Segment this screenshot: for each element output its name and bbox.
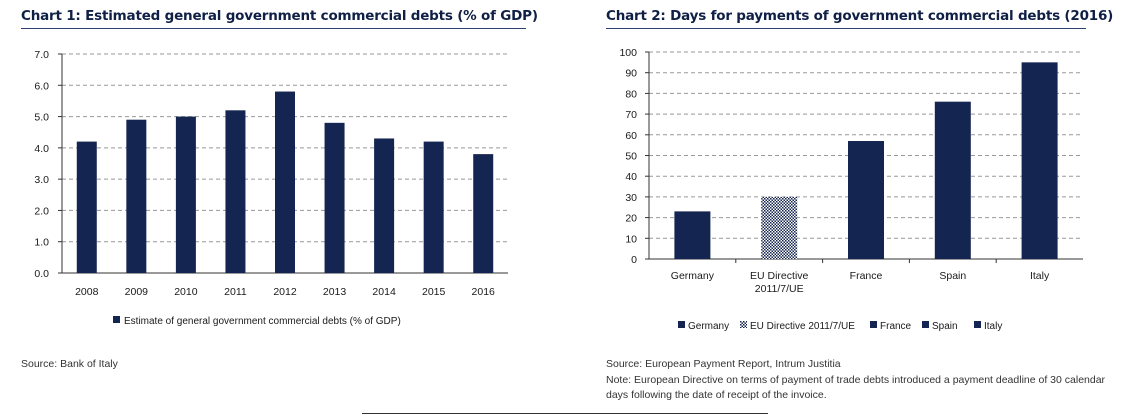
bar-2010: [175, 116, 196, 273]
x-tick-label: Italy: [1030, 270, 1050, 282]
legend-swatch: [870, 321, 877, 328]
legend-swatch: [974, 321, 981, 328]
y-tick-label: 90: [625, 68, 637, 80]
x-tick-label: Germany: [671, 270, 715, 282]
y-tick-label: 80: [625, 88, 637, 100]
bar-france: [848, 141, 884, 259]
chart1-title: Chart 1: Estimated general government co…: [21, 8, 538, 24]
bar-2015: [423, 141, 444, 273]
legend-label: Italy: [984, 321, 1002, 332]
chart1-plot: 0.0 1.0 2.0 3.0 4.0 5.0 6.0 7.0 2008 2009 2010 2011…: [34, 49, 508, 327]
y-tick-label: 20: [625, 213, 637, 225]
y-tick-label: 40: [625, 171, 637, 183]
chart2-title-rule: [606, 28, 1086, 29]
bar-2011: [225, 110, 246, 273]
chart2-plot: 0 10 20 30 40 50 60 70 80 90 100 Germany EU Directiv…: [619, 47, 1083, 332]
legend-swatch: [678, 321, 685, 328]
y-tick-label: 30: [625, 192, 637, 204]
legend-swatch: [740, 321, 747, 328]
y-tick-label: 4.0: [34, 143, 49, 155]
bar-eu-directive-2011-7-ue: [761, 196, 798, 259]
legend-label: France: [880, 321, 912, 332]
legend-swatch: [922, 321, 929, 328]
legend-label: Germany: [688, 321, 729, 332]
y-tick-label: 50: [625, 151, 637, 163]
bar-2009: [126, 119, 147, 273]
legend-label: Spain: [932, 321, 958, 332]
y-tick-label: 7.0: [34, 49, 49, 61]
x-tick-label: Spain: [939, 270, 966, 282]
y-tick-label: 0.0: [34, 268, 49, 280]
legend-label: EU Directive 2011/7/UE: [750, 321, 855, 332]
y-tick-label: 2.0: [34, 205, 49, 217]
bar-2013: [324, 122, 345, 273]
bar-2008: [76, 141, 97, 273]
x-tick-label: 2012: [273, 286, 297, 298]
x-tick-label: 2015: [422, 286, 446, 298]
y-tick-label: 1.0: [34, 237, 49, 249]
bar-2012: [275, 91, 295, 274]
x-tick-label: 2013: [323, 286, 347, 298]
chart2-title: Chart 2: Days for payments of government…: [606, 8, 1114, 24]
x-tick-label: 2011: [224, 286, 247, 298]
bar-spain: [934, 101, 971, 260]
y-tick-label: 60: [625, 130, 637, 142]
bar-italy: [1021, 62, 1058, 259]
bar-2016: [473, 154, 494, 273]
footer-rule: [362, 413, 768, 414]
y-tick-label: 6.0: [34, 80, 49, 92]
x-tick-label: 2014: [372, 286, 396, 298]
chart2-source: Source: European Payment Report, Intrum …: [606, 358, 841, 370]
bar-germany: [674, 211, 711, 259]
y-tick-label: 0: [631, 254, 637, 266]
bar-2014: [374, 138, 395, 273]
legend-label: Estimate of general government commercia…: [124, 316, 401, 327]
y-tick-label: 70: [625, 109, 637, 121]
x-tick-label: 2011/7/UE: [755, 283, 804, 295]
y-tick-label: 10: [625, 233, 637, 245]
y-tick-label: 3.0: [34, 174, 49, 186]
x-tick-label: 2009: [125, 286, 149, 298]
x-tick-label: France: [850, 270, 883, 282]
x-tick-label: 2008: [75, 286, 99, 298]
chart1-title-rule: [21, 28, 526, 29]
y-tick-label: 5.0: [34, 112, 49, 124]
chart1-source: Source: Bank of Italy: [21, 358, 118, 370]
y-tick-label: 100: [619, 47, 637, 59]
chart2-note: Note: European Directive on terms of pay…: [606, 374, 1106, 401]
x-tick-label: 2010: [174, 286, 198, 298]
x-tick-label: EU Directive: [750, 270, 809, 282]
legend-swatch: [113, 316, 120, 323]
x-tick-label: 2016: [472, 286, 496, 298]
